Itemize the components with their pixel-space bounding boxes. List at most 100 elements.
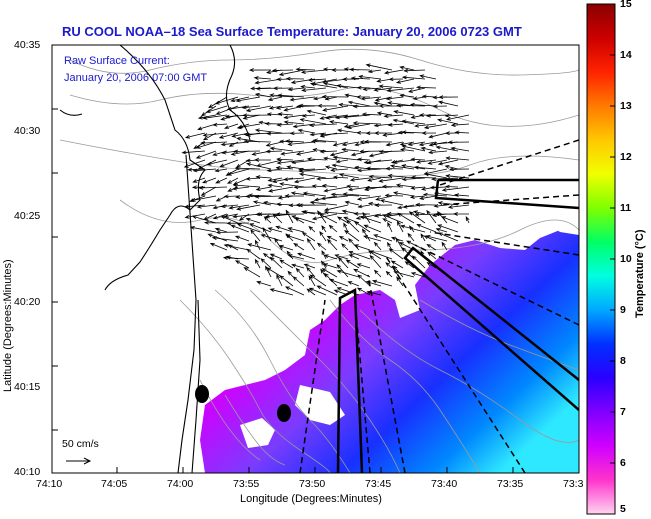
vector-arrow-icon [212,122,228,127]
sst-patch [200,225,579,473]
vector-arrow-icon [408,225,415,233]
vector-arrow-icon [275,212,305,217]
vector-arrow-icon [271,68,294,73]
vector-arrow-icon [323,204,349,212]
vector-arrow-icon [398,242,415,251]
sst-gap [295,385,345,425]
vector-arrow-icon [361,112,382,117]
vector-arrow-icon [275,105,294,110]
vector-arrow-icon [245,176,261,181]
vector-arrow-icon [277,93,305,98]
station-marker-icon [277,404,291,422]
vector-arrow-icon [196,204,217,209]
vector-arrow-icon [309,200,338,206]
vector-arrow-icon [336,269,360,278]
vector-arrow-icon [437,118,459,125]
vector-arrow-icon [285,209,294,224]
vector-arrow-icon [421,94,437,99]
vector-arrow-icon [336,128,360,134]
vector-arrow-icon [407,141,426,146]
vector-arrow-icon [200,105,217,117]
vector-arrow-icon [346,219,360,233]
vector-arrow-icon [278,244,294,251]
vector-arrow-icon [420,146,437,152]
vector-arrow-icon [344,229,360,242]
vector-arrow-icon [387,221,393,233]
vector-arrow-icon [224,123,239,129]
vector-arrow-icon [401,164,426,170]
vector-arrow-icon [254,157,272,162]
vector-arrow-icon [208,96,228,109]
vector-arrow-icon [362,87,382,92]
vector-arrow-icon [66,457,92,465]
vector-arrow-icon [445,156,470,161]
y-tick-label: 40:25 [14,210,41,222]
vector-arrow-icon [353,221,371,233]
vector-arrow-icon [450,123,470,127]
vector-arrow-icon [432,104,448,109]
colorbar-label: Temperature (°C) [634,229,646,318]
vector-arrow-icon [420,250,426,260]
vector-arrow-icon [444,184,459,189]
vector-arrow-icon [226,221,250,226]
vector-arrow-icon [388,248,404,260]
vector-arrow-icon [285,139,305,144]
colorbar-tick-label: 12 [620,151,632,163]
vector-arrow-icon [269,256,283,269]
vector-arrow-icon [415,159,437,164]
tick-marks [51,44,580,473]
vector-arrow-icon [376,111,393,116]
vector-arrow-icon [301,113,316,118]
vector-arrow-icon [302,191,327,197]
vector-arrow-icon [222,255,250,260]
vector-arrow-icon [444,165,459,170]
sst-gap [240,418,275,448]
vector-arrow-icon [230,224,250,233]
vector-arrow-icon [383,114,404,118]
vector-arrow-icon [414,123,437,128]
vector-arrow-icon [413,165,437,170]
vector-arrow-icon [306,109,327,116]
vector-arrow-icon [343,222,349,233]
vector-arrow-icon [373,241,382,251]
vector-arrow-icon [441,241,448,251]
vector-arrow-icon [190,195,217,202]
vector-arrow-icon [276,159,305,165]
vector-arrow-icon [363,139,393,144]
colorbar-tick-label: 7 [620,406,626,418]
x-tick-label: 73:35 [497,478,524,490]
vector-arrow-icon [427,251,437,260]
vector-arrow-icon [399,65,415,71]
vector-arrow-icon [218,132,239,139]
vector-arrow-icon [287,87,305,92]
vector-arrow-icon [419,74,437,80]
vector-arrow-icon [406,240,426,251]
vector-arrow-icon [243,267,261,278]
vector-arrow-icon [295,150,316,156]
vector-arrow-icon [183,159,206,168]
vector-arrow-icon [420,233,426,242]
vector-arrow-icon [192,177,206,183]
vector-arrow-icon [409,195,426,199]
vector-arrow-icon [357,204,371,209]
vector-arrow-icon [362,235,382,242]
x-tick-label: 74:10 [36,478,63,490]
vector-arrow-icon [299,118,327,125]
vector-arrow-icon [306,288,316,296]
x-tick-label: 73:3 [563,478,584,490]
vector-arrow-icon [263,216,272,224]
vector-arrow-icon [393,270,415,278]
vector-arrow-icon [253,76,272,80]
vector-arrow-icon [254,258,261,269]
vector-arrow-icon [279,139,294,144]
vector-arrow-icon [412,96,426,101]
vector-arrow-icon [323,82,349,89]
vector-arrow-icon [329,150,349,157]
vector-arrow-icon [320,260,327,269]
x-axis-label: Longitude (Degrees:Minutes) [240,493,382,505]
vector-arrow-icon [433,203,448,208]
vector-arrow-icon [334,254,349,260]
vector-arrow-icon [368,150,393,158]
vector-arrow-icon [345,259,360,269]
colorbar-tick-label: 9 [620,304,626,316]
